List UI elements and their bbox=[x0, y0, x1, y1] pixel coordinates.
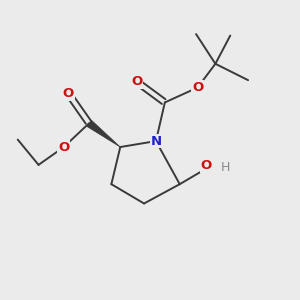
Text: O: O bbox=[192, 81, 203, 94]
Polygon shape bbox=[87, 120, 120, 147]
Text: H: H bbox=[221, 161, 230, 174]
Text: N: N bbox=[150, 135, 161, 148]
Text: O: O bbox=[63, 87, 74, 100]
Text: O: O bbox=[201, 159, 212, 172]
Text: O: O bbox=[58, 140, 69, 154]
Text: O: O bbox=[131, 75, 142, 88]
